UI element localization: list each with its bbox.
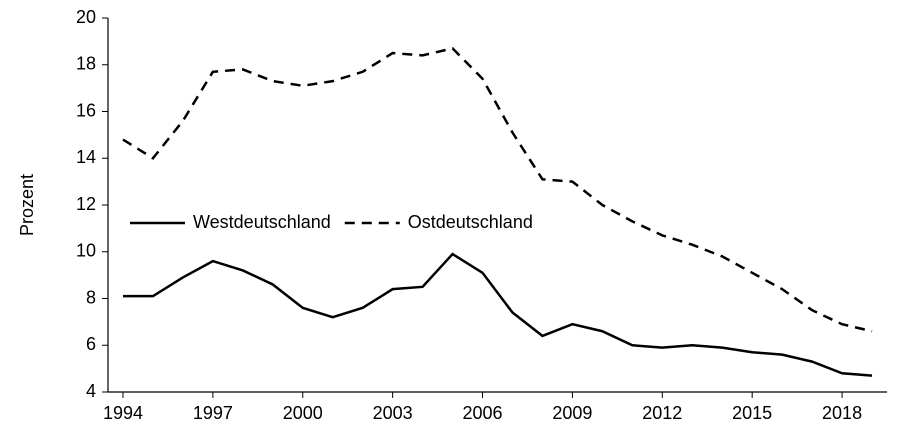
y-tick-label: 18 (76, 54, 96, 74)
x-tick-label: 2009 (552, 403, 592, 423)
x-tick-label: 2018 (822, 403, 862, 423)
legend-label: Ostdeutschland (408, 212, 533, 232)
x-tick-label: 2003 (373, 403, 413, 423)
x-tick-label: 1997 (193, 403, 233, 423)
y-tick-label: 4 (86, 381, 96, 401)
x-tick-label: 2015 (732, 403, 772, 423)
x-tick-label: 2012 (642, 403, 682, 423)
x-tick-label: 2006 (462, 403, 502, 423)
y-tick-label: 20 (76, 7, 96, 27)
y-axis-label: Prozent (17, 174, 37, 236)
y-tick-label: 6 (86, 334, 96, 354)
legend-label: Westdeutschland (193, 212, 331, 232)
y-tick-label: 8 (86, 287, 96, 307)
y-tick-label: 16 (76, 100, 96, 120)
y-tick-label: 12 (76, 194, 96, 214)
x-tick-label: 1994 (103, 403, 143, 423)
y-tick-label: 10 (76, 241, 96, 261)
y-tick-label: 14 (76, 147, 96, 167)
series-line (122, 47, 873, 333)
x-tick-label: 2000 (283, 403, 323, 423)
series-line (122, 252, 873, 377)
